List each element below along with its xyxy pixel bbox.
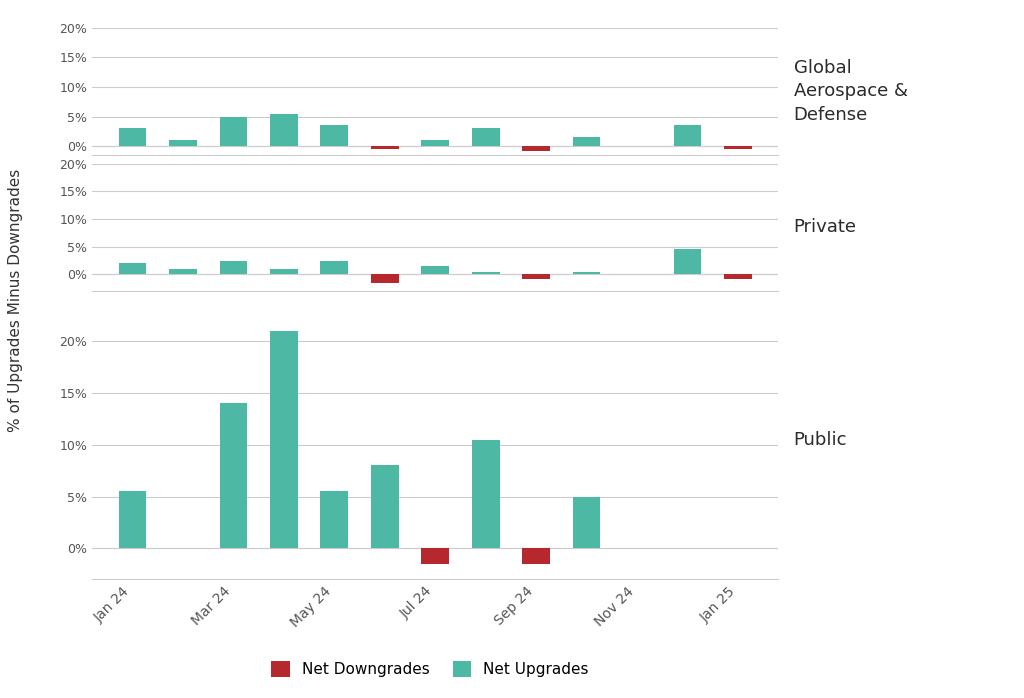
Bar xyxy=(472,128,500,146)
Text: % of Upgrades Minus Downgrades: % of Upgrades Minus Downgrades xyxy=(8,168,23,432)
Bar xyxy=(724,146,752,149)
Bar xyxy=(674,126,701,146)
Bar xyxy=(674,249,701,274)
Bar xyxy=(119,263,146,274)
Bar xyxy=(119,491,146,549)
Bar xyxy=(522,274,550,279)
Text: Public: Public xyxy=(794,431,847,449)
Bar xyxy=(119,128,146,146)
Bar xyxy=(270,114,298,146)
Legend: Net Downgrades, Net Upgrades: Net Downgrades, Net Upgrades xyxy=(265,655,595,683)
Bar xyxy=(371,146,398,149)
Bar xyxy=(219,260,247,274)
Text: Global
Aerospace &
Defense: Global Aerospace & Defense xyxy=(794,59,907,124)
Bar xyxy=(421,140,450,146)
Bar xyxy=(371,466,398,549)
Bar xyxy=(572,496,600,549)
Bar xyxy=(421,266,450,274)
Bar xyxy=(421,549,450,564)
Bar xyxy=(522,146,550,151)
Bar xyxy=(270,331,298,549)
Bar xyxy=(472,272,500,274)
Bar xyxy=(169,269,197,274)
Bar xyxy=(572,272,600,274)
Bar xyxy=(321,260,348,274)
Bar xyxy=(522,549,550,564)
Bar xyxy=(472,440,500,549)
Bar xyxy=(371,274,398,283)
Bar xyxy=(169,140,197,146)
Bar xyxy=(270,269,298,274)
Bar xyxy=(219,403,247,549)
Bar xyxy=(219,117,247,146)
Text: Private: Private xyxy=(794,218,857,237)
Bar xyxy=(321,126,348,146)
Bar xyxy=(321,491,348,549)
Bar xyxy=(724,274,752,279)
Bar xyxy=(572,138,600,146)
